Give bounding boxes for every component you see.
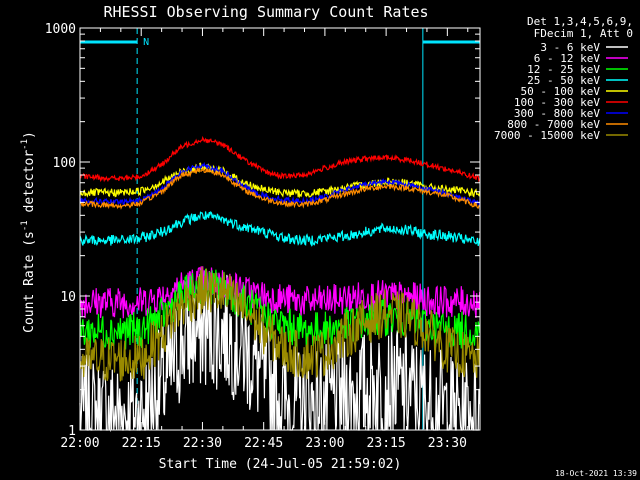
series-6 xyxy=(79,161,481,207)
x-axis-label: Start Time (24-Jul-05 21:59:02) xyxy=(159,457,402,472)
series-line xyxy=(79,135,481,183)
legend-label: 6 - 12 keV xyxy=(534,52,601,65)
y-tick-label: 10 xyxy=(60,290,76,305)
legend: Det 1,3,4,5,6,9,FDecim 1, Att 03 - 6 keV… xyxy=(494,15,633,142)
series-line xyxy=(79,266,481,382)
legend-label: 3 - 6 keV xyxy=(540,41,600,54)
legend-label: 7000 - 15000 keV xyxy=(494,129,600,142)
x-tick-label: 23:30 xyxy=(428,436,467,451)
y-label-part-4: ) xyxy=(22,131,37,139)
series-7 xyxy=(80,167,480,210)
legend-header-line: Det 1,3,4,5,6,9, xyxy=(527,15,633,28)
legend-label: 50 - 100 keV xyxy=(521,85,601,98)
series-line xyxy=(80,167,480,210)
series-5 xyxy=(79,135,481,183)
y-tick-label: 1000 xyxy=(45,22,76,37)
legend-header-line: FDecim 1, Att 0 xyxy=(534,27,633,40)
x-tick-label: 22:00 xyxy=(60,436,99,451)
series-line xyxy=(79,161,481,207)
axes: 22:00 22:15 22:30 22:45 23:00 23:15 23:30 1 10 10… xyxy=(45,22,481,451)
plot-frame xyxy=(79,27,481,431)
y-label-part-0: Count Rate (s xyxy=(22,231,37,333)
night-marker-label: N xyxy=(143,37,149,48)
series-group xyxy=(79,135,481,433)
x-tick-label: 22:30 xyxy=(183,436,222,451)
series-8 xyxy=(79,266,481,382)
legend-label: 100 - 300 keV xyxy=(514,96,600,109)
x-tick-label: 22:15 xyxy=(122,436,161,451)
legend-label: 300 - 800 keV xyxy=(514,107,600,120)
chart-title: RHESSI Observing Summary Count Rates xyxy=(103,3,428,21)
timestamp: 18-Oct-2021 13:39 xyxy=(555,469,637,478)
y-label-part-2: detector xyxy=(22,150,37,221)
legend-label: 25 - 50 keV xyxy=(527,74,600,87)
y-label-sup-1: -1 xyxy=(20,139,30,150)
series-3 xyxy=(79,210,481,247)
legend-label: 12 - 25 keV xyxy=(527,63,600,76)
x-tick-label: 22:45 xyxy=(244,436,283,451)
legend-label: 800 - 7000 keV xyxy=(507,118,600,131)
x-tick-label: 23:00 xyxy=(305,436,344,451)
series-line xyxy=(79,210,481,247)
y-label-sup-0: -1 xyxy=(20,220,30,231)
y-tick-label: 100 xyxy=(53,156,76,171)
y-tick-label: 1 xyxy=(68,424,76,439)
y-axis-label: Count Rate (s-1 detector-1) xyxy=(20,131,37,333)
x-tick-label: 23:15 xyxy=(367,436,406,451)
